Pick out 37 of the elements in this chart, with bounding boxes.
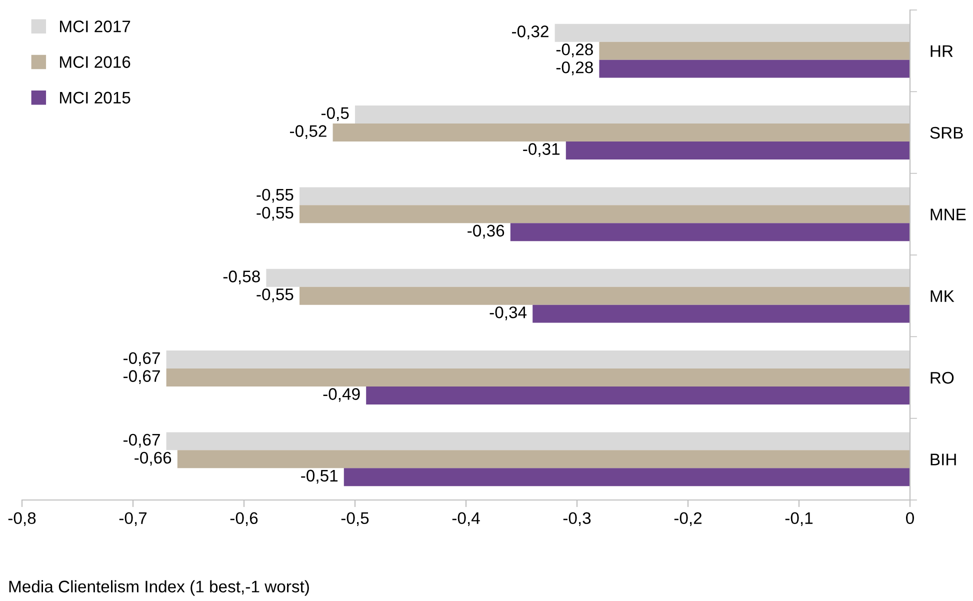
data-label: -0,51 <box>301 470 338 484</box>
data-label: -0,31 <box>523 143 560 157</box>
data-label: -0,55 <box>256 206 294 221</box>
data-label: -0,34 <box>490 306 527 320</box>
data-label: -0,67 <box>124 352 160 366</box>
legend-label: MCI 2017 <box>60 20 130 32</box>
x-tick-label: -0,4 <box>452 512 480 526</box>
data-label: -0,28 <box>556 61 593 76</box>
x-tick-label: 0 <box>906 512 914 524</box>
y-tick-label: SRB <box>930 126 963 139</box>
data-label: -0,5 <box>321 107 349 121</box>
x-tick-label: -0,7 <box>119 512 147 526</box>
y-tick-label: HR <box>930 45 953 57</box>
data-label: -0,58 <box>223 270 260 284</box>
x-tick-label: -0,6 <box>230 512 258 526</box>
data-label: -0,36 <box>468 224 504 239</box>
data-label: -0,67 <box>124 434 160 448</box>
x-tick-label: -0,8 <box>8 512 36 526</box>
x-tick-label: -0,2 <box>674 512 702 526</box>
y-tick-label: BIH <box>930 454 956 466</box>
x-tick-label: -0,1 <box>785 512 813 526</box>
x-tick-label: -0,5 <box>341 512 369 526</box>
data-label: -0,55 <box>256 288 294 302</box>
y-tick-label: RO <box>930 372 954 384</box>
legend-label: MCI 2015 <box>60 92 130 104</box>
x-axis-title: Media Clientelism Index (1 best,-1 worst) <box>9 580 309 596</box>
data-label: -0,52 <box>290 125 326 139</box>
data-label: -0,66 <box>134 452 172 466</box>
data-label: -0,28 <box>556 44 593 58</box>
y-tick-label: MNE <box>930 208 966 220</box>
y-tick-label: MK <box>930 290 954 302</box>
data-label: -0,49 <box>323 388 360 402</box>
data-label: -0,32 <box>512 26 548 40</box>
x-tick-label: -0,3 <box>563 512 591 526</box>
legend-label: MCI 2016 <box>60 56 130 68</box>
data-label: -0,67 <box>124 370 160 384</box>
data-label: -0,55 <box>256 188 294 203</box>
